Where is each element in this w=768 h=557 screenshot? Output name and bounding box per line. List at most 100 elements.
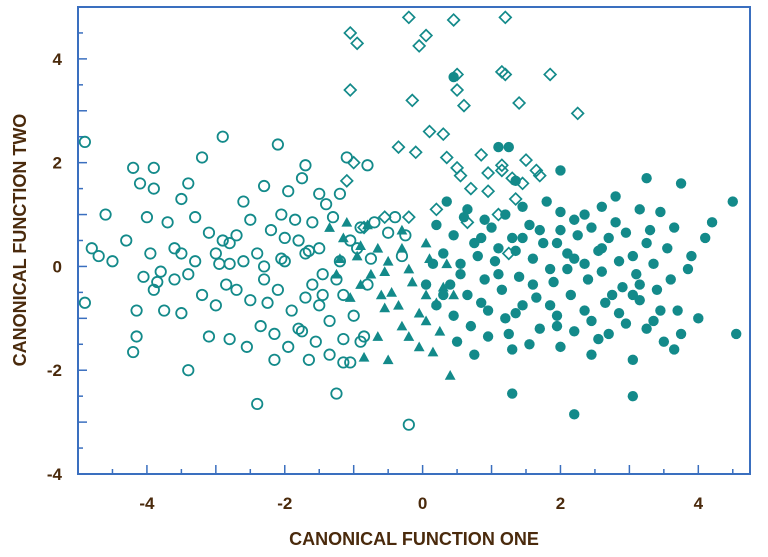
filled-triangle-point [382, 354, 394, 365]
filled-triangle-point [341, 216, 353, 227]
filled-triangle-point [362, 219, 373, 230]
filled-circle-point [538, 237, 549, 249]
filled-circle-point [731, 328, 742, 340]
open-circle-point [302, 353, 315, 366]
filled-circle-point [431, 219, 442, 231]
filled-circle-point [527, 279, 539, 290]
open-circle-point [133, 177, 147, 190]
filled-triangle-point [393, 299, 404, 310]
open-circle-point [223, 257, 236, 270]
filled-triangle-point [420, 237, 432, 248]
open-diamond-point [408, 145, 423, 160]
open-diamond-point [481, 166, 496, 181]
filled-circle-point [544, 263, 556, 275]
open-circle-point [230, 229, 243, 242]
open-circle-point [92, 249, 105, 263]
filled-triangle-point [372, 331, 384, 341]
filled-circle-point [600, 297, 611, 308]
filled-circle-point [531, 292, 542, 303]
open-circle-point [230, 283, 243, 296]
open-circle-point [127, 345, 140, 359]
open-circle-point [151, 275, 164, 289]
open-circle-point [368, 216, 381, 229]
filled-circle-point [579, 305, 590, 316]
open-circle-point [361, 159, 374, 172]
open-diamond-point [498, 10, 513, 25]
open-circle-point [268, 327, 281, 340]
open-circle-point [182, 364, 195, 377]
open-circle-point [399, 229, 412, 242]
filled-circle-point [524, 219, 535, 231]
filled-circle-point [551, 320, 563, 332]
filled-circle-point [655, 206, 666, 218]
open-diamond-point [419, 28, 434, 43]
filled-circle-point [603, 328, 614, 340]
filled-circle-point [606, 289, 618, 301]
filled-circle-point [458, 211, 470, 223]
open-circle-point [261, 296, 274, 309]
filled-circle-point [586, 222, 597, 233]
filled-triangle-point [396, 320, 408, 331]
filled-triangle-point [444, 370, 456, 380]
open-circle-point [223, 236, 236, 250]
filled-circle-point [448, 310, 459, 321]
filled-circle-point [641, 173, 652, 184]
open-diamond-point [439, 150, 454, 165]
open-circle-point [147, 182, 160, 195]
filled-circle-point [682, 263, 694, 275]
open-circle-point [168, 242, 181, 255]
open-circle-point [175, 247, 188, 260]
open-circle-point [147, 161, 160, 174]
filled-circle-point [675, 178, 687, 189]
filled-triangle-point [375, 289, 387, 300]
filled-circle-point [627, 289, 639, 301]
filled-circle-point [455, 269, 466, 280]
open-circle-point [209, 299, 222, 312]
filled-circle-point [668, 222, 680, 233]
open-circle-point [78, 135, 91, 149]
filled-triangle-point [396, 242, 408, 253]
open-circle-point [299, 159, 312, 172]
filled-circle-point [658, 336, 670, 347]
open-circle-point [175, 307, 188, 320]
open-circle-point [292, 322, 305, 335]
open-diamond-point [532, 168, 547, 183]
filled-circle-point [572, 230, 583, 241]
filled-circle-point [510, 307, 521, 319]
filled-circle-point [610, 217, 621, 228]
filled-triangle-point [448, 289, 460, 300]
filled-circle-point [527, 253, 539, 264]
open-circle-point [292, 234, 305, 247]
open-circle-point [130, 330, 143, 343]
filled-circle-point [727, 196, 738, 207]
filled-circle-point [496, 284, 508, 295]
open-circle-point [330, 387, 343, 400]
filled-triangle-point [355, 279, 366, 289]
open-diamond-point [508, 191, 523, 206]
filled-circle-point [700, 232, 711, 244]
filled-circle-point [651, 284, 663, 295]
open-diamond-point [570, 106, 585, 121]
filled-circle-point [686, 250, 697, 262]
filled-circle-point [613, 256, 625, 267]
open-circle-point [354, 335, 367, 348]
open-circle-point [237, 255, 250, 268]
x-tick-label: 2 [556, 494, 565, 513]
filled-circle-point [620, 227, 632, 238]
open-circle-point [216, 130, 229, 143]
open-circle-point [295, 172, 309, 185]
filled-circle-point [451, 336, 463, 347]
filled-circle-point [482, 305, 494, 316]
open-circle-point [299, 291, 312, 304]
open-diamond-point [450, 83, 465, 98]
filled-circle-point [479, 274, 490, 285]
filled-circle-point [500, 209, 511, 220]
filled-circle-point [507, 388, 518, 399]
open-diamond-point [518, 153, 534, 168]
open-circle-point [323, 314, 336, 328]
open-circle-point [202, 330, 216, 343]
filled-circle-point [555, 206, 566, 218]
filled-circle-point [593, 245, 604, 257]
y-tick-labels: -4 -2 0 2 4 [47, 50, 63, 484]
filled-circle-point [493, 141, 504, 153]
